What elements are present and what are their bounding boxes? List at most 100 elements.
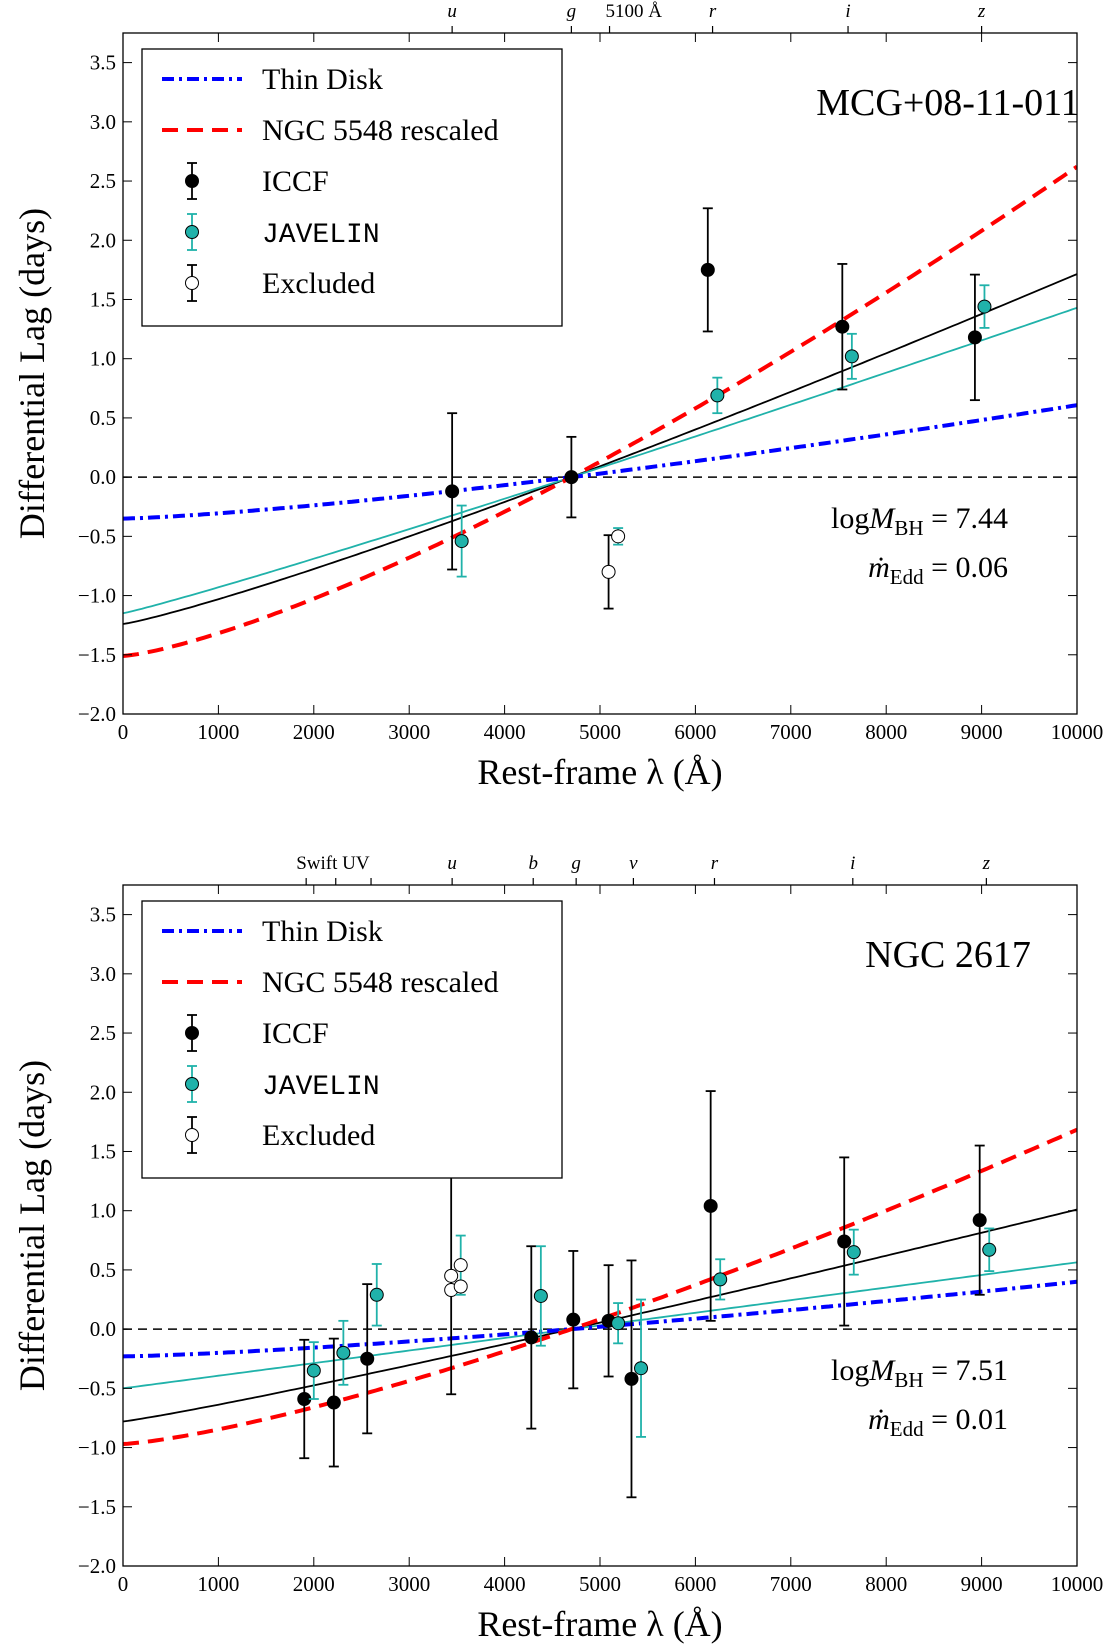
chart-panel-2: 0 1000 2000 3000 4000 5000 6000 7000 8000 9000 100… — [12, 853, 1103, 1644]
x-tick-label: 2000 — [293, 720, 335, 744]
javelin-point-1 — [454, 534, 469, 549]
filter-label: Swift UV — [296, 853, 370, 874]
legend-label-iccf: ICCF — [262, 165, 329, 198]
filter-label: v — [629, 853, 638, 874]
legend-marker-excluded — [185, 1128, 199, 1142]
annotation-mass: logMBH = 7.44 — [831, 502, 1008, 540]
object-name: NGC 2617 — [865, 934, 1031, 976]
legend-label-thin-disk: Thin Disk — [262, 915, 383, 948]
legend-box — [141, 48, 563, 327]
y-tick-label: 0.5 — [90, 1258, 116, 1282]
filter-label: z — [977, 1, 986, 22]
legend-label-ngc5548: NGC 5548 rescaled — [262, 966, 499, 999]
x-tick-label: 7000 — [770, 1572, 812, 1596]
y-tick-label: −1.0 — [78, 1436, 116, 1460]
iccf-point-8 — [703, 1198, 718, 1213]
x-tick-label: 3000 — [388, 1572, 430, 1596]
series-excluded — [601, 527, 626, 610]
x-axis-label: Rest-frame λ (Å) — [477, 752, 722, 792]
excluded-point-2 — [611, 529, 626, 544]
annotation-accretion: ṁEdd = 0.06 — [868, 551, 1008, 589]
y-tick-label: −1.0 — [78, 584, 116, 608]
iccf-point-4 — [835, 319, 850, 334]
series-javelin — [454, 284, 992, 578]
legend-marker-iccf — [185, 174, 199, 188]
y-tick-label: −2.0 — [78, 702, 116, 726]
y-tick-label: 3.5 — [90, 51, 116, 75]
filter-label: r — [711, 853, 719, 874]
javelin-point-3 — [844, 349, 859, 364]
curve-thin-disk — [123, 403, 1077, 521]
excluded-point-1 — [444, 1268, 459, 1283]
y-tick-label: 1.0 — [90, 1199, 116, 1223]
x-tick-label: 10000 — [1051, 1572, 1104, 1596]
javelin-point-9 — [982, 1242, 997, 1257]
legend-label-javelin: JAVELIN — [262, 1072, 380, 1103]
curve-iccf-fit — [123, 273, 1077, 625]
filter-label: g — [571, 853, 581, 874]
y-tick-label: −0.5 — [78, 1376, 116, 1400]
x-tick-label: 1000 — [197, 1572, 239, 1596]
legend-label-thin-disk: Thin Disk — [262, 63, 383, 96]
x-tick-label: 4000 — [484, 1572, 526, 1596]
x-tick-label: 1000 — [197, 720, 239, 744]
legend-label-excluded: Excluded — [262, 267, 375, 300]
y-tick-label: 3.5 — [90, 903, 116, 927]
x-tick-label: 10000 — [1051, 720, 1104, 744]
x-tick-label: 9000 — [961, 720, 1003, 744]
filter-label: g — [567, 1, 577, 22]
curve-javelin-fit — [123, 306, 1077, 615]
annotation-mass: logMBH = 7.51 — [831, 1354, 1008, 1392]
filter-label: r — [709, 1, 717, 22]
javelin-point-7 — [713, 1272, 728, 1287]
iccf-point-10 — [972, 1213, 987, 1228]
x-tick-label: 8000 — [865, 720, 907, 744]
x-tick-label: 6000 — [674, 720, 716, 744]
excluded-point-3 — [453, 1258, 468, 1273]
x-tick-label: 0 — [118, 1572, 129, 1596]
curve-thin-disk — [123, 1279, 1077, 1359]
series-excluded — [444, 1156, 468, 1396]
series-javelin — [306, 1227, 997, 1438]
chart-panel-1: 0 1000 2000 3000 4000 5000 6000 7000 8000 9000 100… — [12, 1, 1103, 792]
iccf-point-2 — [564, 470, 579, 485]
curve-ngc5548 — [123, 1127, 1077, 1446]
y-axis-label: Differential Lag (days) — [12, 208, 52, 539]
y-tick-label: 2.5 — [90, 169, 116, 193]
excluded-point-4 — [453, 1279, 468, 1294]
series-iccf — [445, 207, 982, 571]
annotation-accretion: ṁEdd = 0.01 — [868, 1403, 1008, 1441]
filter-label: u — [447, 1, 457, 22]
legend: Thin Disk NGC 5548 rescaled ICCF JAVELIN Exc… — [141, 900, 563, 1179]
x-tick-label: 4000 — [484, 720, 526, 744]
y-tick-label: 1.5 — [90, 1139, 116, 1163]
x-tick-label: 5000 — [579, 720, 621, 744]
x-axis-label: Rest-frame λ (Å) — [477, 1604, 722, 1644]
y-tick-label: 2.5 — [90, 1021, 116, 1045]
y-tick-label: 2.0 — [90, 1080, 116, 1104]
javelin-point-2 — [710, 388, 725, 403]
y-axis-label: Differential Lag (days) — [12, 1060, 52, 1391]
y-tick-label: 1.0 — [90, 347, 116, 371]
x-tick-label: 9000 — [961, 1572, 1003, 1596]
y-tick-label: 1.5 — [90, 287, 116, 311]
y-tick-label: −1.5 — [78, 643, 116, 667]
iccf-point-1 — [445, 484, 460, 499]
y-tick-label: 0.5 — [90, 406, 116, 430]
filter-label: z — [982, 853, 991, 874]
javelin-point-8 — [846, 1245, 861, 1260]
x-tick-label: 0 — [118, 720, 129, 744]
excluded-point-1 — [601, 564, 616, 579]
filter-label: b — [528, 853, 538, 874]
plot-area — [123, 165, 1077, 658]
y-tick-label: 2.0 — [90, 228, 116, 252]
legend-label-excluded: Excluded — [262, 1119, 375, 1152]
iccf-point-3 — [700, 262, 715, 277]
legend-marker-javelin — [185, 225, 199, 239]
y-tick-label: −0.5 — [78, 524, 116, 548]
object-name: MCG+08-11-011 — [816, 82, 1080, 124]
y-tick-label: 3.0 — [90, 962, 116, 986]
iccf-point-2 — [326, 1395, 341, 1410]
javelin-point-4 — [533, 1288, 548, 1303]
x-tick-label: 2000 — [293, 1572, 335, 1596]
